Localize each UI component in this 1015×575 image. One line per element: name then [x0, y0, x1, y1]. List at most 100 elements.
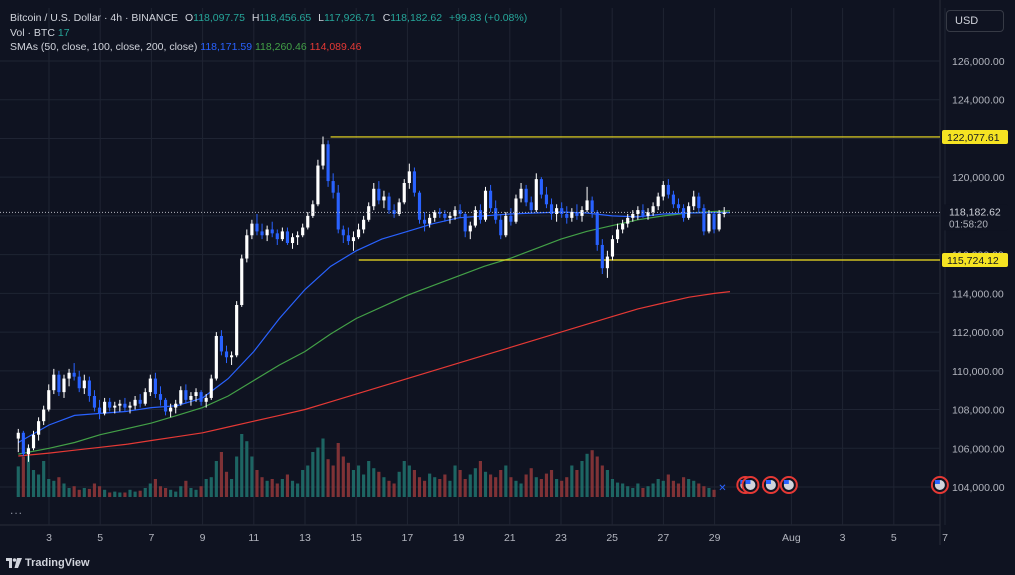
- candle-body: [473, 210, 477, 226]
- candle-body: [138, 399, 142, 404]
- volume-bar: [407, 465, 411, 497]
- candle-body: [260, 231, 264, 236]
- volume-bar: [702, 486, 706, 497]
- volume-bar: [285, 474, 290, 497]
- more-indicators-button[interactable]: ...: [10, 503, 24, 517]
- open-value: 118,097.75: [193, 12, 245, 24]
- sma100-line: [18, 210, 731, 455]
- candle-body: [407, 171, 411, 183]
- volume-bar: [595, 456, 599, 497]
- volume-bar: [321, 438, 325, 497]
- candle-body: [392, 210, 396, 214]
- volume-bar: [443, 474, 447, 497]
- volume-bar: [275, 483, 279, 497]
- candle-body: [280, 231, 284, 240]
- volume-bar: [235, 456, 239, 497]
- volume-bar: [230, 479, 234, 497]
- volume-bar: [519, 483, 523, 497]
- date-tick-label: 25: [606, 532, 618, 544]
- volume-bar: [97, 486, 102, 497]
- candle-body: [494, 208, 498, 220]
- volume-bar: [204, 479, 208, 497]
- volume-bar: [666, 474, 670, 497]
- candle-body: [544, 194, 549, 205]
- low-label: L: [318, 12, 324, 24]
- high-value: 118,456.65: [259, 12, 312, 24]
- event-flag-canton: [745, 480, 751, 484]
- sma200-value: 114,089.46: [309, 41, 362, 53]
- candle-body: [72, 372, 76, 377]
- countdown-label: 01:58:20: [949, 219, 988, 230]
- volume-bar: [77, 489, 81, 497]
- candle-body: [600, 244, 604, 269]
- price-tick-label: 124,000.00: [952, 95, 1005, 107]
- candle-body: [250, 223, 254, 236]
- date-tick-label: 5: [891, 532, 897, 544]
- candle-body: [539, 179, 543, 195]
- volume-bar: [128, 489, 132, 497]
- volume-bar: [214, 461, 218, 497]
- volume-label[interactable]: Vol · BTC: [10, 26, 55, 39]
- close-value: 118,182.62: [390, 12, 443, 24]
- volume-bar: [504, 465, 508, 497]
- volume-bar: [123, 492, 127, 497]
- candle-body: [626, 217, 630, 224]
- volume-bar: [438, 479, 442, 497]
- candle-body: [82, 380, 86, 389]
- volume-bar: [372, 468, 376, 497]
- date-tick-label: 5: [97, 532, 103, 544]
- candle-body: [194, 392, 198, 396]
- candle-body: [148, 378, 152, 393]
- volume-bar: [113, 491, 117, 497]
- candle-body: [610, 239, 615, 257]
- tradingview-logo-icon: [6, 558, 22, 568]
- candle-body: [306, 215, 310, 228]
- volume-bar: [687, 479, 691, 497]
- candle-body: [702, 208, 706, 232]
- candle-body: [270, 229, 274, 234]
- volume-bar: [621, 483, 625, 497]
- volume-bar: [463, 479, 467, 497]
- candle-body: [16, 432, 20, 439]
- candle-body: [565, 213, 569, 218]
- volume-bar: [118, 492, 122, 497]
- volume-bar: [108, 492, 112, 497]
- candle-body: [529, 202, 533, 211]
- symbol-title[interactable]: Bitcoin / U.S. Dollar · 4h · BINANCE: [10, 12, 179, 24]
- volume-bar: [270, 479, 274, 497]
- volume-bar: [260, 477, 264, 497]
- volume-bar: [514, 480, 518, 497]
- volume-bar: [31, 470, 36, 497]
- close-label: C: [382, 12, 391, 24]
- volume-bar: [605, 470, 609, 497]
- volume-bar: [428, 473, 432, 497]
- volume-bar: [656, 479, 660, 497]
- candle-body: [240, 258, 244, 305]
- candle-body: [301, 227, 305, 236]
- candle-body: [321, 144, 325, 166]
- last-price-label: 118,182.62: [949, 206, 1001, 218]
- tradingview-brand[interactable]: TradingView: [25, 557, 90, 569]
- candle-body: [615, 229, 620, 240]
- volume-bar: [549, 470, 554, 497]
- candle-body: [133, 399, 137, 406]
- volume-bar: [422, 480, 427, 497]
- candle-body: [199, 392, 203, 402]
- price-tick-label: 110,000.00: [952, 366, 1004, 378]
- candle-body: [351, 237, 356, 242]
- candle-body: [504, 215, 508, 236]
- candle-body: [67, 372, 71, 379]
- footer: TradingView: [0, 553, 1015, 575]
- candle-body: [62, 378, 66, 393]
- volume-bar: [555, 479, 559, 497]
- candle-body: [21, 432, 25, 455]
- candle-body: [438, 212, 442, 214]
- candle-body: [412, 171, 416, 193]
- currency-button[interactable]: USD: [946, 10, 1004, 32]
- candle-body: [52, 374, 56, 391]
- candle-body: [422, 219, 427, 224]
- sma-label[interactable]: SMAs (50, close, 100, close, 200, close): [10, 41, 198, 53]
- candle-body: [113, 405, 117, 408]
- volume-bar: [681, 477, 686, 497]
